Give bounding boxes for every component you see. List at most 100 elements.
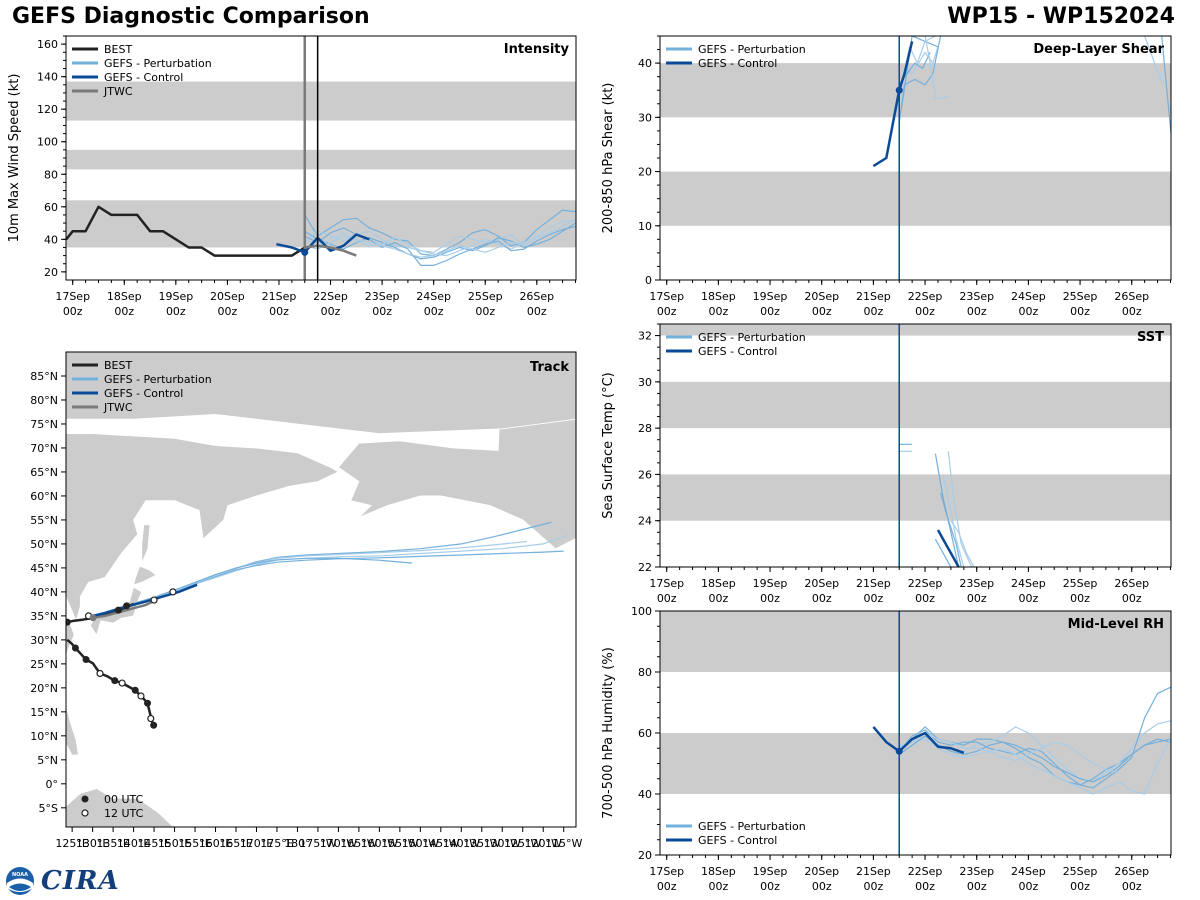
x-tick-label: 25Sep: [468, 290, 503, 303]
shaded-band: [660, 381, 1171, 429]
x-tick-label: 00z: [708, 592, 728, 605]
x-tick-label: 20Sep: [804, 290, 839, 303]
x-tick-label: 26Sep: [1114, 290, 1149, 303]
panel-title: Track: [530, 360, 569, 375]
y-tick-label: 70°N: [30, 442, 58, 455]
x-tick-label: 00z: [372, 305, 392, 318]
x-tick-label: 00z: [915, 880, 935, 893]
legend-label: JTWC: [103, 401, 133, 414]
series-line: [924, 36, 949, 100]
track-line: [88, 521, 552, 619]
x-tick-label: 22Sep: [908, 290, 943, 303]
sakhalin: [141, 524, 151, 564]
x-tick-label: 17Sep: [649, 865, 684, 878]
x-tick-label: 26Sep: [1114, 865, 1149, 878]
x-tick-label: 00z: [657, 880, 677, 893]
x-tick-label: 160°W: [361, 837, 398, 850]
x-tick-label: 25Sep: [1063, 865, 1098, 878]
y-tick-label: 35°N: [30, 610, 58, 623]
track-point-12utc: [96, 669, 104, 678]
x-tick-label: 115°W: [545, 837, 582, 850]
cira-logo: CIRA: [41, 866, 120, 896]
y-tick-label: 40°N: [30, 586, 58, 599]
track-line: [88, 550, 564, 619]
x-tick-label: 23Sep: [365, 290, 400, 303]
panel-title: Mid-Level RH: [1068, 617, 1164, 632]
shaded-band: [660, 611, 1171, 672]
x-tick-label: 24Sep: [1011, 865, 1046, 878]
x-tick-label: 00z: [1019, 592, 1039, 605]
x-tick-label: 00z: [1070, 880, 1090, 893]
series-line: [898, 732, 1119, 774]
series-line: [899, 738, 1171, 795]
x-tick-label: 17Sep: [649, 577, 684, 590]
x-tick-label: 00z: [114, 305, 134, 318]
x-tick-label: 145°W: [422, 837, 459, 850]
x-tick-label: 17Sep: [55, 290, 90, 303]
x-tick-label: 165°W: [340, 837, 377, 850]
x-tick-label: 21Sep: [856, 865, 891, 878]
y-tick-label: 15°N: [30, 706, 58, 719]
x-tick-label: 20Sep: [804, 577, 839, 590]
y-tick-label: 160: [37, 38, 58, 51]
series-line: [276, 233, 370, 254]
x-tick-label: 150°W: [402, 837, 439, 850]
track-point-00utc: [71, 644, 79, 652]
y-tick-label: 40: [638, 57, 652, 70]
series-line: [304, 219, 576, 257]
x-tick-label: 00z: [1019, 305, 1039, 318]
y-tick-label: 22: [638, 561, 652, 574]
legend-label: GEFS - Perturbation: [698, 43, 806, 56]
legend-label: GEFS - Perturbation: [104, 57, 212, 70]
shaded-band: [66, 81, 576, 121]
x-tick-label: 00z: [760, 592, 780, 605]
intensity-panel: 20 40 60 80 100 120 140 160 17Sep 00z 18Sep 00z 19Se…: [7, 35, 577, 318]
x-tick-label: 23Sep: [959, 865, 994, 878]
legend-marker-12utc: [81, 809, 89, 817]
x-tick-label: 00z: [1122, 592, 1142, 605]
x-tick-label: 00z: [708, 305, 728, 318]
new-guinea-area: [66, 788, 175, 827]
shaded-band: [66, 149, 576, 170]
y-tick-label: 100: [37, 136, 58, 149]
x-tick-label: 00z: [527, 305, 547, 318]
x-tick-label: 00z: [708, 880, 728, 893]
series-line: [872, 726, 965, 754]
x-tick-label: 00z: [424, 305, 444, 318]
y-tick-label: 20: [44, 266, 58, 279]
y-tick-label: 5°S: [39, 802, 58, 815]
x-tick-label: 20Sep: [210, 290, 245, 303]
y-tick-label: 30°N: [30, 634, 58, 647]
current-point: [895, 86, 903, 94]
y-tick-label: 80: [638, 666, 652, 679]
track-point-00utc: [123, 602, 131, 610]
x-tick-label: 19Sep: [753, 865, 788, 878]
y-tick-label: 26: [638, 468, 652, 481]
shaded-band: [660, 474, 1171, 521]
x-tick-label: 00z: [269, 305, 289, 318]
x-tick-label: 24Sep: [1011, 577, 1046, 590]
y-tick-label: 85°N: [30, 370, 58, 383]
y-tick-label: 40: [638, 788, 652, 801]
series-line: [304, 244, 357, 257]
x-tick-label: 140°W: [443, 837, 480, 850]
jtwc-point: [89, 614, 97, 622]
x-tick-label: 18Sep: [107, 290, 142, 303]
x-tick-label: 19Sep: [158, 290, 193, 303]
x-tick-label: 160°E: [199, 837, 232, 850]
current-point: [895, 747, 903, 755]
svg-text:NOAA: NOAA: [12, 872, 28, 878]
x-tick-label: 135°W: [463, 837, 500, 850]
x-tick-label: 00z: [475, 305, 495, 318]
x-tick-label: 00z: [166, 305, 186, 318]
y-tick-label: 55°N: [30, 514, 58, 527]
y-tick-label: 25°N: [30, 658, 58, 671]
track-line: [66, 638, 155, 726]
series-line: [936, 529, 960, 567]
x-tick-label: 22Sep: [908, 577, 943, 590]
y-tick-label: 100: [631, 605, 652, 618]
japan-hokkaido: [133, 565, 157, 586]
panel-title: Deep-Layer Shear: [1033, 42, 1164, 57]
y-tick-label: 75°N: [30, 418, 58, 431]
y-tick-label: 30: [638, 376, 652, 389]
